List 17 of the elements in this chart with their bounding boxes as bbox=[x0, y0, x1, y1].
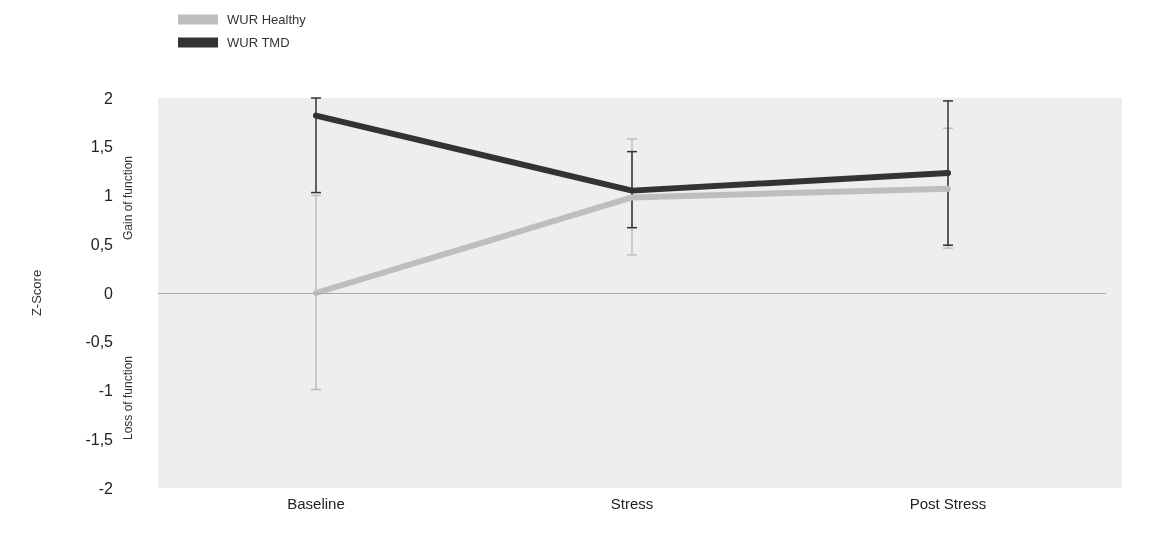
y-tick-label: -1 bbox=[98, 382, 114, 399]
y-axis-title: Z-Score bbox=[29, 269, 44, 317]
text: Loss of function bbox=[121, 355, 135, 441]
y-tick-label: -0,5 bbox=[85, 333, 114, 351]
y-tick-label: 0,5 bbox=[90, 235, 114, 253]
y-tick-label: 2 bbox=[104, 89, 114, 107]
legend-label: WUR TMD bbox=[227, 35, 290, 50]
legend-label: WUR Healthy bbox=[227, 12, 307, 27]
y-tick-label: 0 bbox=[104, 284, 114, 302]
text: Gain of function bbox=[121, 155, 135, 241]
y-tick-label: -1,5 bbox=[85, 430, 114, 448]
x-tick-label: Stress bbox=[610, 495, 654, 512]
y-tick-label: 1,5 bbox=[90, 138, 114, 156]
x-tick-label: Baseline bbox=[287, 495, 345, 512]
y-tick-label: 1 bbox=[104, 187, 114, 204]
x-tick-label: Post Stress bbox=[909, 495, 987, 512]
y-tick-label: -2 bbox=[98, 479, 114, 497]
